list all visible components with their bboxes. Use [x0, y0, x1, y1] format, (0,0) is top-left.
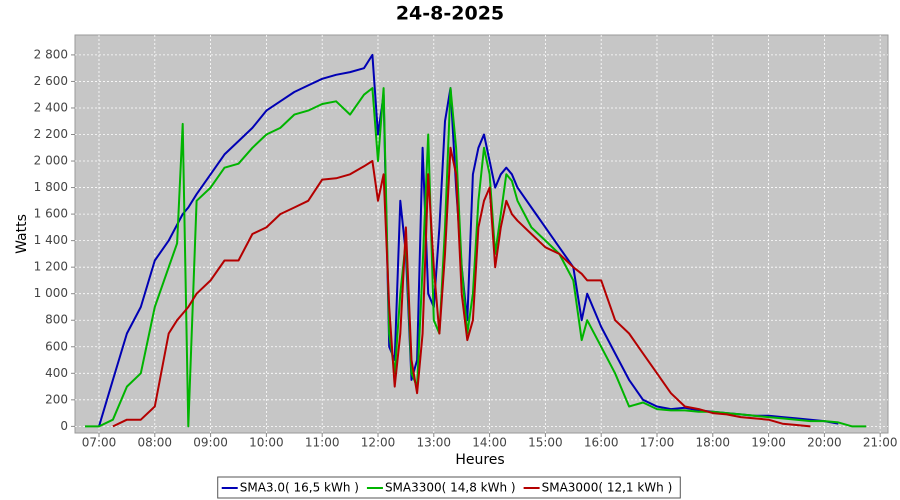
- series-line: [85, 87, 867, 428]
- plot-area: [74, 34, 889, 434]
- x-tick-label: 14:00: [472, 436, 507, 450]
- y-tick-label: 200: [45, 392, 68, 406]
- x-tick-label: 12:00: [361, 436, 396, 450]
- x-tick-label: 20:00: [807, 436, 842, 450]
- x-tick-label: 10:00: [249, 436, 284, 450]
- x-tick-label: 11:00: [305, 436, 340, 450]
- y-tick-label: 2 600: [34, 74, 68, 88]
- x-tick-label: 18:00: [695, 436, 730, 450]
- legend-label: SMA3300( 14,8 kWh ): [385, 481, 516, 495]
- y-tick-label: 1 400: [34, 233, 68, 247]
- legend-label: SMA3.0( 16,5 kWh ): [240, 481, 359, 495]
- chart-title: 24-8-2025: [396, 3, 504, 25]
- y-tick-label: 1 200: [34, 260, 68, 274]
- lines: [85, 53, 867, 428]
- series-line: [112, 146, 811, 428]
- y-tick-label: 600: [45, 339, 68, 353]
- x-tick-label: 19:00: [751, 436, 786, 450]
- x-tick-label: 08:00: [137, 436, 172, 450]
- grid: [75, 35, 888, 433]
- x-tick-label: 07:00: [82, 436, 117, 450]
- x-axis-label: Heures: [455, 452, 504, 468]
- y-axis-label: Watts: [14, 214, 30, 254]
- y-tick-label: 400: [45, 366, 68, 380]
- x-tick-label: 17:00: [640, 436, 675, 450]
- x-tick-label: 21:00: [863, 436, 898, 450]
- y-tick-label: 2 200: [34, 127, 68, 141]
- y-tick-label: 0: [60, 419, 68, 433]
- y-tick-label: 2 400: [34, 100, 68, 114]
- legend-label: SMA3000( 12,1 kWh ): [542, 481, 673, 495]
- x-tick-label: 15:00: [528, 436, 563, 450]
- legend: [217, 476, 681, 499]
- x-tick-label: 16:00: [584, 436, 619, 450]
- x-tick-label: 13:00: [416, 436, 451, 450]
- x-tick-label: 09:00: [193, 436, 228, 450]
- y-tick-label: 2 000: [34, 154, 68, 168]
- y-tick-label: 2 800: [34, 47, 68, 61]
- y-tick-label: 800: [45, 313, 68, 327]
- y-tick-label: 1 000: [34, 286, 68, 300]
- y-tick-label: 1 800: [34, 180, 68, 194]
- y-tick-label: 1 600: [34, 207, 68, 221]
